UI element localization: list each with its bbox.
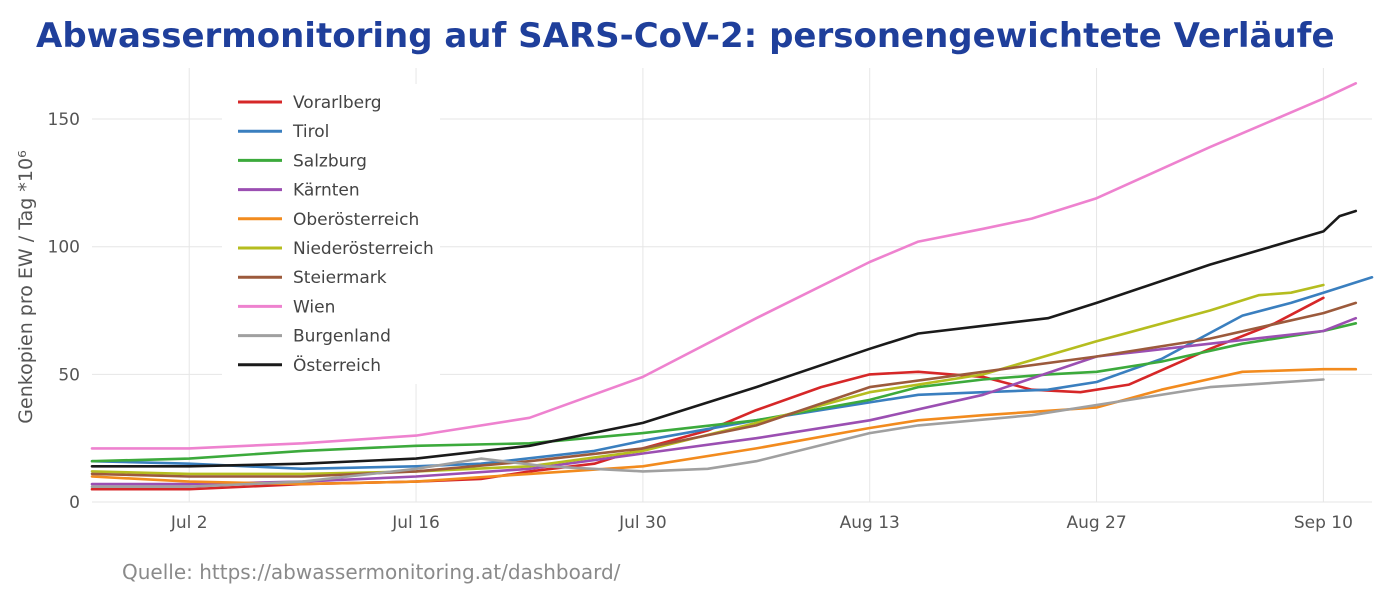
legend-label: Vorarlberg: [293, 93, 382, 113]
series-line-steiermark: [90, 301, 1358, 478]
x-tick-label: Aug 27: [1066, 513, 1126, 533]
legend-label: Niederösterreich: [293, 239, 434, 259]
page-title: Abwassermonitoring auf SARS-CoV-2: perso…: [36, 16, 1335, 56]
legend-label: Salzburg: [293, 151, 367, 171]
legend-label: Tirol: [292, 122, 329, 142]
y-tick-label: 50: [58, 365, 80, 385]
series-line-burgenland: [90, 378, 1325, 488]
y-axis: 0 50 100 150: [48, 110, 80, 513]
legend-label: Österreich: [293, 354, 381, 376]
legend-label: Oberösterreich: [293, 210, 419, 230]
legend-label: Steiermark: [293, 268, 387, 288]
x-axis: Jul 2 Jul 16 Jul 30 Aug 13 Aug 27 Sep 10: [170, 513, 1353, 533]
source-note: Quelle: https://abwassermonitoring.at/da…: [122, 560, 621, 584]
series-line-tirol: [90, 276, 1374, 471]
y-axis-label: Genkopien pro EW / Tag *10⁶: [15, 150, 37, 423]
x-tick-label: Aug 13: [840, 513, 900, 533]
series-line-salzburg: [90, 322, 1358, 463]
y-tick-label: 100: [48, 238, 80, 258]
y-tick-label: 0: [69, 493, 80, 513]
series-lines: [90, 82, 1374, 491]
series-line-oberösterreich: [90, 367, 1358, 486]
x-tick-label: Jul 30: [618, 513, 667, 533]
series-line-österreich: [90, 209, 1358, 468]
legend-label: Burgenland: [293, 327, 391, 347]
legend-box: [222, 84, 440, 384]
x-tick-label: Jul 16: [391, 513, 440, 533]
y-tick-label: 150: [48, 110, 80, 130]
x-tick-label: Sep 10: [1294, 513, 1353, 533]
legend: Vorarlberg Tirol Salzburg Kärnten Oberösterr…: [222, 84, 440, 384]
legend-label: Wien: [293, 297, 335, 317]
legend-label: Kärnten: [293, 181, 360, 201]
x-tick-label: Jul 2: [170, 513, 208, 533]
series-line-wien: [90, 82, 1358, 450]
